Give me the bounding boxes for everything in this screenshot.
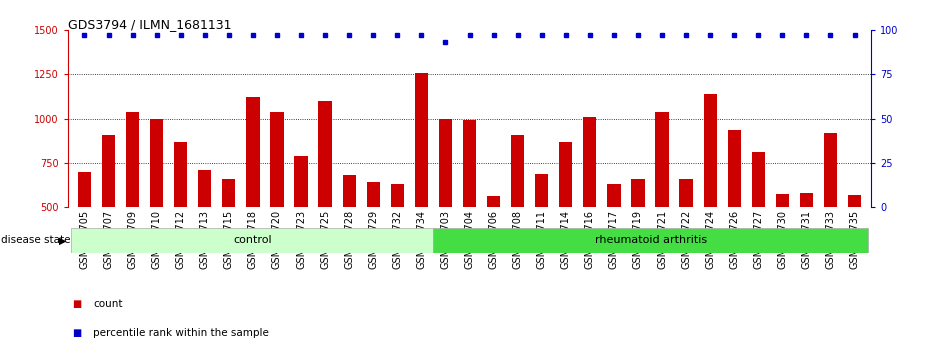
Bar (150, 119, 163, 207)
Text: count: count (93, 299, 122, 309)
Text: ▶: ▶ (59, 235, 67, 245)
Bar (511, 135, 524, 207)
Text: GDS3794 / ILMN_1681131: GDS3794 / ILMN_1681131 (68, 18, 231, 31)
Bar (776, 194, 789, 207)
Bar (608, 184, 621, 207)
Bar (198, 170, 211, 207)
Bar (295, 156, 308, 207)
Bar (415, 73, 428, 207)
Text: ■: ■ (72, 328, 82, 338)
Text: ■: ■ (72, 299, 82, 309)
Bar (366, 182, 380, 207)
Bar (318, 101, 331, 207)
Text: percentile rank within the sample: percentile rank within the sample (93, 328, 269, 338)
Bar (434, 228, 868, 253)
Bar (174, 142, 188, 207)
Bar (583, 117, 596, 207)
Text: rheumatoid arthritis: rheumatoid arthritis (594, 235, 707, 245)
Bar (391, 184, 404, 207)
Bar (751, 152, 765, 207)
Bar (439, 119, 452, 207)
Bar (655, 112, 669, 207)
Bar (703, 94, 716, 207)
Bar (71, 228, 434, 253)
Bar (728, 130, 741, 207)
Bar (800, 193, 813, 207)
Bar (126, 112, 139, 207)
Bar (487, 196, 500, 207)
Bar (824, 133, 837, 207)
Bar (680, 179, 693, 207)
Text: control: control (233, 235, 271, 245)
Bar (102, 135, 115, 207)
Bar (848, 195, 861, 207)
Bar (631, 179, 644, 207)
Bar (246, 97, 259, 207)
Bar (535, 175, 548, 207)
Text: disease state: disease state (1, 235, 70, 245)
Bar (343, 175, 356, 207)
Bar (559, 142, 573, 207)
Bar (463, 120, 476, 207)
Bar (78, 172, 91, 207)
Bar (270, 112, 284, 207)
Bar (223, 179, 236, 207)
